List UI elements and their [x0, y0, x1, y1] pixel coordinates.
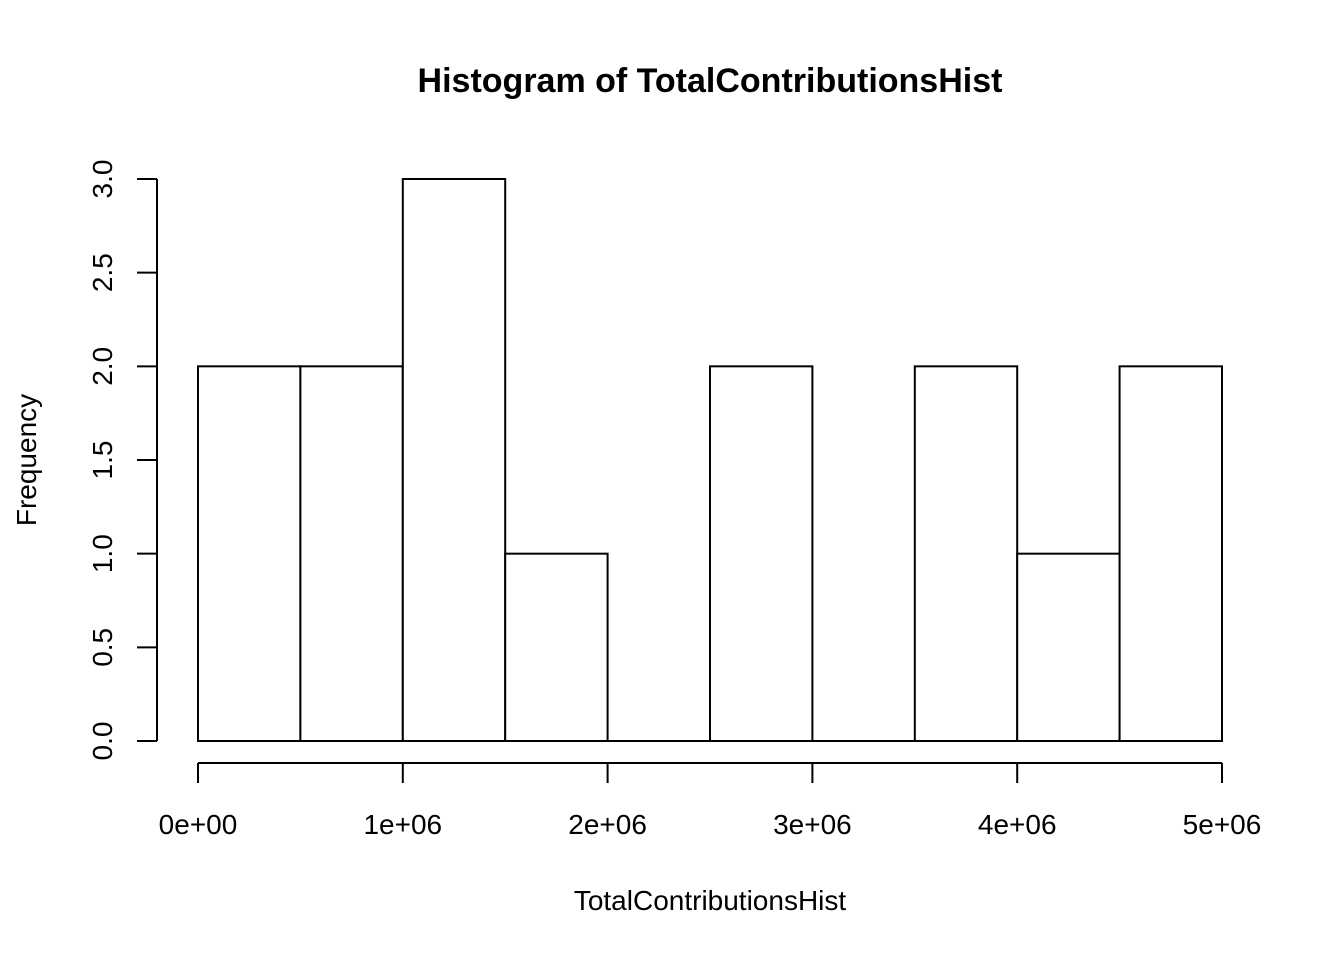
- x-tick-label: 1e+06: [363, 809, 442, 840]
- histogram-bar: [504, 552, 609, 743]
- x-axis-label: TotalContributionsHist: [574, 885, 847, 916]
- y-tick-label: 1.5: [87, 441, 118, 480]
- y-tick-label: 2.0: [87, 347, 118, 386]
- histogram-bar: [1016, 552, 1121, 743]
- y-tick-label: 0.0: [87, 722, 118, 761]
- histogram-bar: [709, 365, 814, 742]
- histogram-bar: [299, 365, 404, 742]
- bars-group: [197, 178, 1223, 743]
- x-tick-label: 0e+00: [159, 809, 238, 840]
- x-tick-label: 2e+06: [568, 809, 647, 840]
- y-tick-label: 2.5: [87, 253, 118, 292]
- histogram-bar: [913, 365, 1019, 742]
- x-tick-label: 5e+06: [1183, 809, 1262, 840]
- histogram-bar: [1118, 365, 1223, 742]
- x-axis: 0e+00 1e+06 2e+06 3e+06 4e+06 5e+06: [159, 762, 1262, 840]
- histogram-bar: [197, 365, 302, 742]
- x-tick-label: 4e+06: [978, 809, 1057, 840]
- chart-title: Histogram of TotalContributionsHist: [418, 62, 1003, 100]
- y-tick-label: 3.0: [87, 160, 118, 199]
- y-tick-label: 1.0: [87, 534, 118, 573]
- y-axis: 0.0 0.5 1.0 1.5 2.0 2.5 3.0: [87, 160, 158, 761]
- histogram-bar: [401, 178, 507, 742]
- y-axis-label: Frequency: [11, 394, 42, 526]
- y-tick-label: 0.5: [87, 628, 118, 667]
- x-tick-label: 3e+06: [773, 809, 852, 840]
